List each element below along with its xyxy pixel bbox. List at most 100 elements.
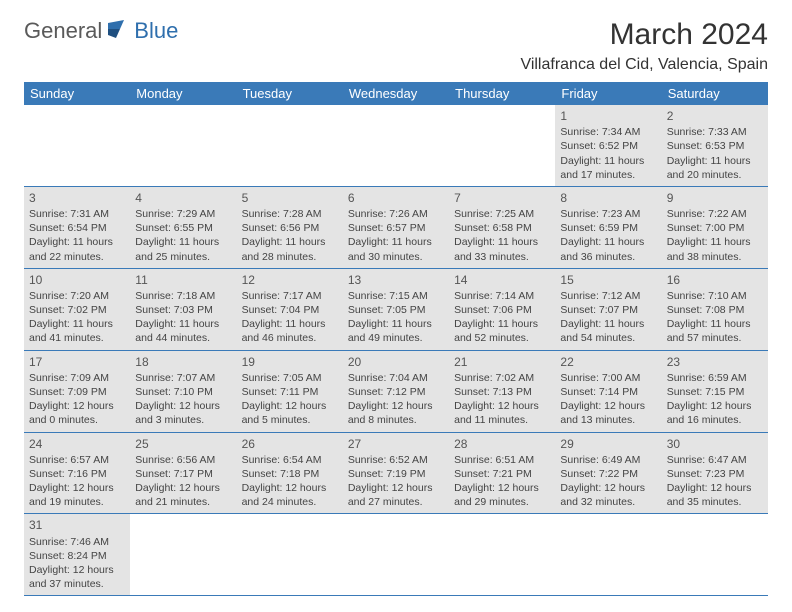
day-details: Sunrise: 6:49 AMSunset: 7:22 PMDaylight:… (560, 453, 656, 510)
calendar-day-cell: 27Sunrise: 6:52 AMSunset: 7:19 PMDayligh… (343, 432, 449, 514)
day-details: Sunrise: 7:33 AMSunset: 6:53 PMDaylight:… (667, 125, 763, 182)
day-number: 11 (135, 272, 231, 288)
calendar-day-cell (662, 514, 768, 596)
weekday-header: Saturday (662, 82, 768, 105)
calendar-day-cell: 25Sunrise: 6:56 AMSunset: 7:17 PMDayligh… (130, 432, 236, 514)
day-number: 21 (454, 354, 550, 370)
weekday-header: Friday (555, 82, 661, 105)
day-number: 2 (667, 108, 763, 124)
calendar-day-cell: 5Sunrise: 7:28 AMSunset: 6:56 PMDaylight… (237, 186, 343, 268)
calendar-day-cell: 11Sunrise: 7:18 AMSunset: 7:03 PMDayligh… (130, 268, 236, 350)
calendar-day-cell: 24Sunrise: 6:57 AMSunset: 7:16 PMDayligh… (24, 432, 130, 514)
day-number: 16 (667, 272, 763, 288)
calendar-day-cell: 29Sunrise: 6:49 AMSunset: 7:22 PMDayligh… (555, 432, 661, 514)
calendar-day-cell (343, 514, 449, 596)
day-number: 10 (29, 272, 125, 288)
day-number: 27 (348, 436, 444, 452)
day-details: Sunrise: 7:14 AMSunset: 7:06 PMDaylight:… (454, 289, 550, 346)
day-number: 31 (29, 517, 125, 533)
day-details: Sunrise: 6:59 AMSunset: 7:15 PMDaylight:… (667, 371, 763, 428)
calendar-day-cell: 4Sunrise: 7:29 AMSunset: 6:55 PMDaylight… (130, 186, 236, 268)
calendar-day-cell: 22Sunrise: 7:00 AMSunset: 7:14 PMDayligh… (555, 350, 661, 432)
day-number: 23 (667, 354, 763, 370)
day-details: Sunrise: 6:51 AMSunset: 7:21 PMDaylight:… (454, 453, 550, 510)
calendar-week-row: 31Sunrise: 7:46 AMSunset: 8:24 PMDayligh… (24, 514, 768, 596)
day-number: 30 (667, 436, 763, 452)
calendar-day-cell (449, 105, 555, 186)
calendar-day-cell: 10Sunrise: 7:20 AMSunset: 7:02 PMDayligh… (24, 268, 130, 350)
calendar-day-cell (343, 105, 449, 186)
day-details: Sunrise: 7:09 AMSunset: 7:09 PMDaylight:… (29, 371, 125, 428)
day-number: 14 (454, 272, 550, 288)
day-number: 25 (135, 436, 231, 452)
calendar-day-cell: 18Sunrise: 7:07 AMSunset: 7:10 PMDayligh… (130, 350, 236, 432)
day-number: 9 (667, 190, 763, 206)
calendar-day-cell: 14Sunrise: 7:14 AMSunset: 7:06 PMDayligh… (449, 268, 555, 350)
calendar-day-cell: 16Sunrise: 7:10 AMSunset: 7:08 PMDayligh… (662, 268, 768, 350)
day-details: Sunrise: 7:15 AMSunset: 7:05 PMDaylight:… (348, 289, 444, 346)
day-details: Sunrise: 7:10 AMSunset: 7:08 PMDaylight:… (667, 289, 763, 346)
weekday-header: Thursday (449, 82, 555, 105)
weekday-header: Tuesday (237, 82, 343, 105)
calendar-day-cell (555, 514, 661, 596)
day-details: Sunrise: 7:31 AMSunset: 6:54 PMDaylight:… (29, 207, 125, 264)
calendar-body: 1Sunrise: 7:34 AMSunset: 6:52 PMDaylight… (24, 105, 768, 596)
calendar-day-cell (449, 514, 555, 596)
logo-flag-icon (108, 18, 134, 44)
day-details: Sunrise: 7:23 AMSunset: 6:59 PMDaylight:… (560, 207, 656, 264)
calendar-day-cell: 7Sunrise: 7:25 AMSunset: 6:58 PMDaylight… (449, 186, 555, 268)
calendar-day-cell: 28Sunrise: 6:51 AMSunset: 7:21 PMDayligh… (449, 432, 555, 514)
calendar-day-cell: 8Sunrise: 7:23 AMSunset: 6:59 PMDaylight… (555, 186, 661, 268)
calendar-day-cell: 13Sunrise: 7:15 AMSunset: 7:05 PMDayligh… (343, 268, 449, 350)
day-number: 20 (348, 354, 444, 370)
weekday-header: Sunday (24, 82, 130, 105)
day-details: Sunrise: 7:04 AMSunset: 7:12 PMDaylight:… (348, 371, 444, 428)
calendar-day-cell (130, 514, 236, 596)
logo-text-blue: Blue (134, 18, 178, 44)
calendar-week-row: 10Sunrise: 7:20 AMSunset: 7:02 PMDayligh… (24, 268, 768, 350)
day-details: Sunrise: 7:17 AMSunset: 7:04 PMDaylight:… (242, 289, 338, 346)
day-number: 29 (560, 436, 656, 452)
day-number: 24 (29, 436, 125, 452)
day-details: Sunrise: 6:54 AMSunset: 7:18 PMDaylight:… (242, 453, 338, 510)
day-number: 17 (29, 354, 125, 370)
calendar-week-row: 17Sunrise: 7:09 AMSunset: 7:09 PMDayligh… (24, 350, 768, 432)
calendar-day-cell: 17Sunrise: 7:09 AMSunset: 7:09 PMDayligh… (24, 350, 130, 432)
calendar-day-cell: 1Sunrise: 7:34 AMSunset: 6:52 PMDaylight… (555, 105, 661, 186)
day-details: Sunrise: 7:29 AMSunset: 6:55 PMDaylight:… (135, 207, 231, 264)
calendar-day-cell: 15Sunrise: 7:12 AMSunset: 7:07 PMDayligh… (555, 268, 661, 350)
day-details: Sunrise: 7:07 AMSunset: 7:10 PMDaylight:… (135, 371, 231, 428)
day-number: 7 (454, 190, 550, 206)
calendar-day-cell: 3Sunrise: 7:31 AMSunset: 6:54 PMDaylight… (24, 186, 130, 268)
day-details: Sunrise: 7:20 AMSunset: 7:02 PMDaylight:… (29, 289, 125, 346)
month-title: March 2024 (520, 18, 768, 52)
calendar-day-cell: 26Sunrise: 6:54 AMSunset: 7:18 PMDayligh… (237, 432, 343, 514)
day-details: Sunrise: 6:57 AMSunset: 7:16 PMDaylight:… (29, 453, 125, 510)
calendar-day-cell: 19Sunrise: 7:05 AMSunset: 7:11 PMDayligh… (237, 350, 343, 432)
day-details: Sunrise: 7:00 AMSunset: 7:14 PMDaylight:… (560, 371, 656, 428)
day-number: 1 (560, 108, 656, 124)
calendar-day-cell (237, 514, 343, 596)
logo-text-general: General (24, 18, 102, 44)
title-block: March 2024 Villafranca del Cid, Valencia… (520, 18, 768, 80)
day-number: 22 (560, 354, 656, 370)
day-number: 12 (242, 272, 338, 288)
header: General Blue March 2024 Villafranca del … (24, 18, 768, 80)
day-details: Sunrise: 7:02 AMSunset: 7:13 PMDaylight:… (454, 371, 550, 428)
day-details: Sunrise: 7:05 AMSunset: 7:11 PMDaylight:… (242, 371, 338, 428)
day-number: 13 (348, 272, 444, 288)
weekday-header: Wednesday (343, 82, 449, 105)
weekday-header-row: SundayMondayTuesdayWednesdayThursdayFrid… (24, 82, 768, 105)
calendar-day-cell: 21Sunrise: 7:02 AMSunset: 7:13 PMDayligh… (449, 350, 555, 432)
calendar-day-cell: 9Sunrise: 7:22 AMSunset: 7:00 PMDaylight… (662, 186, 768, 268)
day-number: 8 (560, 190, 656, 206)
day-details: Sunrise: 7:34 AMSunset: 6:52 PMDaylight:… (560, 125, 656, 182)
day-details: Sunrise: 7:26 AMSunset: 6:57 PMDaylight:… (348, 207, 444, 264)
calendar-day-cell (24, 105, 130, 186)
weekday-header: Monday (130, 82, 236, 105)
day-number: 19 (242, 354, 338, 370)
calendar-day-cell: 2Sunrise: 7:33 AMSunset: 6:53 PMDaylight… (662, 105, 768, 186)
day-number: 4 (135, 190, 231, 206)
day-number: 3 (29, 190, 125, 206)
calendar-day-cell: 31Sunrise: 7:46 AMSunset: 8:24 PMDayligh… (24, 514, 130, 596)
